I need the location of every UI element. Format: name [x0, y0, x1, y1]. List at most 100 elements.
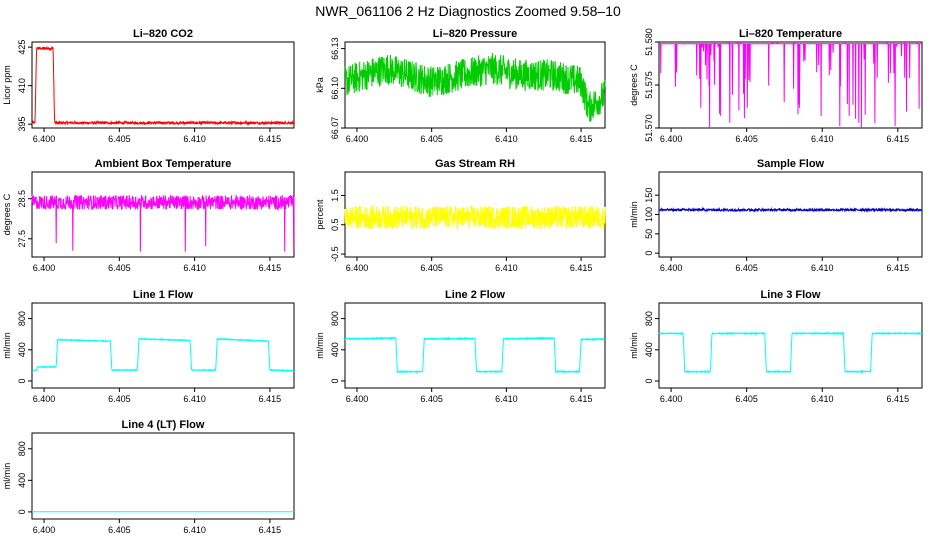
x-tick-label: 6.400	[346, 263, 369, 273]
x-tick-label: 6.400	[660, 134, 683, 144]
panel-title: Line 2 Flow	[445, 289, 505, 301]
y-tick-label: 800	[644, 311, 654, 326]
x-tick-label: 6.405	[108, 394, 131, 404]
x-tick-label: 6.400	[346, 394, 369, 404]
x-tick-label: 6.405	[735, 394, 758, 404]
plot-frame	[31, 41, 295, 129]
y-tick-label: 800	[17, 311, 27, 326]
x-tick-label: 6.415	[570, 263, 593, 273]
x-tick-label: 6.415	[259, 394, 282, 404]
panel-title: Li–820 Pressure	[433, 28, 517, 40]
y-tick-label: 400	[17, 342, 27, 357]
y-tick-label: 0	[644, 378, 654, 383]
x-tick-label: 6.410	[183, 394, 206, 404]
y-tick-label: 0.5	[330, 219, 340, 232]
x-tick-label: 6.415	[570, 394, 593, 404]
y-tick-label: 27.5	[17, 230, 27, 248]
x-tick-label: 6.400	[346, 134, 369, 144]
x-tick-label: 6.400	[33, 394, 56, 404]
y-tick-label: 395	[17, 117, 27, 132]
panel-co2: Li–820 CO2 6.400 6.405 6.410 6.415 395 410 425 L…	[2, 28, 295, 144]
series-line-temperature	[659, 41, 922, 129]
x-tick-label: 6.405	[420, 394, 443, 404]
x-tick-label: 6.400	[33, 263, 56, 273]
plot-frame	[658, 171, 923, 258]
panel-title: Line 4 (LT) Flow	[122, 419, 205, 431]
x-tick-label: 6.410	[183, 525, 206, 535]
x-tick-label: 6.415	[259, 525, 282, 535]
panel-title: Gas Stream RH	[435, 158, 515, 170]
panel-title: Li–820 Temperature	[739, 28, 842, 40]
y-tick-label: 425	[17, 40, 27, 55]
x-tick-label: 6.405	[735, 263, 758, 273]
x-tick-label: 6.405	[420, 263, 443, 273]
x-tick-label: 6.400	[660, 263, 683, 273]
x-tick-label: 6.415	[887, 394, 910, 404]
y-tick-label: 28.5	[17, 190, 27, 208]
y-tick-label: 150	[644, 188, 654, 203]
x-tick-label: 6.410	[495, 134, 518, 144]
series-line-line1	[31, 337, 295, 373]
y-tick-label: 66.13	[330, 37, 340, 60]
series-line-sample	[658, 206, 923, 213]
x-tick-label: 6.410	[495, 394, 518, 404]
y-tick-label: 66.07	[330, 117, 340, 140]
panel-line1: Line 1 Flow 6.400 6.405 6.410 6.415 0 400 800 ml…	[2, 289, 295, 404]
y-axis-label: ml/min	[2, 463, 12, 490]
panel-rh: Gas Stream RH 6.400 6.405 6.410 6.415 -0.5 0.5…	[315, 158, 606, 273]
x-tick-label: 6.415	[259, 134, 282, 144]
y-tick-label: 400	[17, 473, 27, 488]
y-tick-label: 400	[644, 342, 654, 357]
y-axis-label: percent	[315, 199, 325, 230]
x-tick-label: 6.410	[811, 394, 834, 404]
y-tick-label: 400	[330, 342, 340, 357]
figure-title: NWR_061106 2 Hz Diagnostics Zoomed 9.58–…	[315, 3, 621, 19]
y-axis-label: ml/min	[629, 201, 639, 228]
y-tick-label: 0	[17, 378, 27, 383]
x-tick-label: 6.410	[183, 134, 206, 144]
panel-pressure: Li–820 Pressure 6.400 6.405 6.410 6.415 66.07…	[315, 28, 606, 144]
panel-line2: Line 2 Flow 6.400 6.405 6.410 6.415 0 400 800 ml…	[315, 289, 606, 404]
panel-line4: Line 4 (LT) Flow 6.400 6.405 6.410 6.415 0 400…	[2, 419, 295, 535]
plot-frame	[344, 302, 606, 389]
y-tick-label: 800	[17, 441, 27, 456]
x-tick-label: 6.415	[259, 263, 282, 273]
plot-frame	[658, 41, 923, 129]
y-tick-label: 800	[330, 311, 340, 326]
x-tick-label: 6.415	[570, 134, 593, 144]
panel-title: Sample Flow	[757, 158, 825, 170]
y-axis-label: kPa	[315, 77, 325, 93]
y-tick-label: 51.570	[644, 114, 654, 142]
y-axis-label: degrees C	[2, 193, 12, 235]
x-tick-label: 6.405	[108, 134, 131, 144]
y-axis-label: Licor ppm	[2, 65, 12, 105]
x-tick-label: 6.400	[660, 394, 683, 404]
x-tick-label: 6.415	[887, 263, 910, 273]
y-axis-label: ml/min	[315, 332, 325, 359]
plot-frame	[31, 302, 295, 389]
y-tick-label: 410	[17, 78, 27, 93]
panel-title: Ambient Box Temperature	[95, 158, 232, 170]
x-tick-label: 6.405	[420, 134, 443, 144]
x-tick-label: 6.405	[735, 134, 758, 144]
x-tick-label: 6.405	[108, 263, 131, 273]
x-tick-label: 6.405	[108, 525, 131, 535]
y-tick-label: 51.580	[644, 28, 654, 56]
y-tick-label: 50	[644, 229, 654, 239]
x-tick-label: 6.400	[33, 525, 56, 535]
panel-ambient: Ambient Box Temperature 6.400 6.405 6.410 6.…	[2, 158, 295, 273]
x-tick-label: 6.400	[33, 134, 56, 144]
panel-temperature: Li–820 Temperature 6.400 6.405 6.410 6.415 51…	[629, 28, 923, 144]
y-axis-label: ml/min	[629, 332, 639, 359]
y-tick-label: -0.5	[330, 246, 340, 262]
series-line-line3	[658, 331, 923, 374]
plot-frame	[658, 302, 923, 389]
y-tick-label: 0	[330, 378, 340, 383]
y-axis-label: degrees C	[629, 64, 639, 106]
y-axis-label: ml/min	[2, 332, 12, 359]
x-tick-label: 6.410	[495, 263, 518, 273]
plot-frame	[31, 432, 295, 520]
y-tick-label: 51.575	[644, 71, 654, 99]
panel-title: Line 1 Flow	[133, 289, 193, 301]
